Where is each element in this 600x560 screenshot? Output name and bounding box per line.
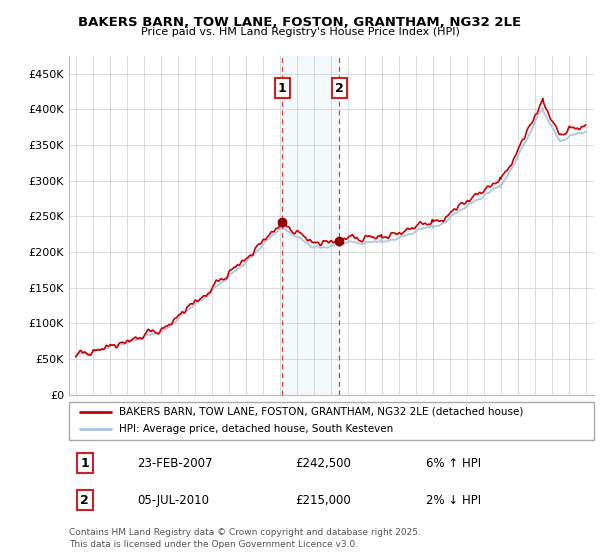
Text: 2% ↓ HPI: 2% ↓ HPI: [426, 493, 481, 507]
Text: 05-JUL-2010: 05-JUL-2010: [137, 493, 209, 507]
Text: £242,500: £242,500: [295, 457, 350, 470]
Text: 23-FEB-2007: 23-FEB-2007: [137, 457, 213, 470]
Text: 2: 2: [80, 493, 89, 507]
Text: 1: 1: [278, 82, 287, 95]
Bar: [282, 56, 339, 395]
FancyBboxPatch shape: [69, 402, 594, 440]
Text: £215,000: £215,000: [295, 493, 350, 507]
Text: Contains HM Land Registry data © Crown copyright and database right 2025.
This d: Contains HM Land Registry data © Crown c…: [69, 528, 421, 549]
Text: 1: 1: [80, 457, 89, 470]
Text: Price paid vs. HM Land Registry's House Price Index (HPI): Price paid vs. HM Land Registry's House …: [140, 27, 460, 37]
Text: BAKERS BARN, TOW LANE, FOSTON, GRANTHAM, NG32 2LE (detached house): BAKERS BARN, TOW LANE, FOSTON, GRANTHAM,…: [119, 407, 523, 417]
Text: 6% ↑ HPI: 6% ↑ HPI: [426, 457, 481, 470]
Text: 2: 2: [335, 82, 344, 95]
Text: BAKERS BARN, TOW LANE, FOSTON, GRANTHAM, NG32 2LE: BAKERS BARN, TOW LANE, FOSTON, GRANTHAM,…: [79, 16, 521, 29]
Text: HPI: Average price, detached house, South Kesteven: HPI: Average price, detached house, Sout…: [119, 424, 393, 435]
